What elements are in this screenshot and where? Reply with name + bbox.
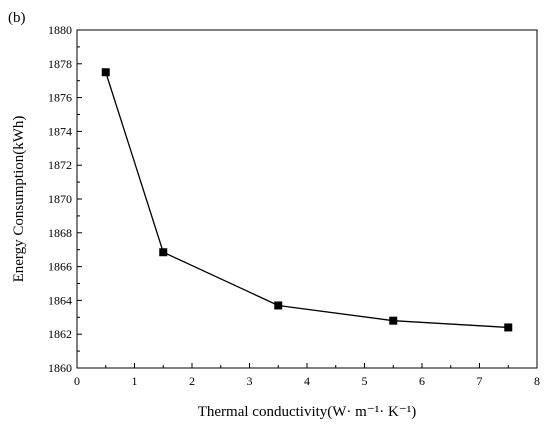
y-tick-label: 1860 <box>48 361 72 375</box>
x-tick-label: 1 <box>132 374 138 388</box>
data-point <box>389 316 398 325</box>
y-tick-label: 1868 <box>48 226 72 240</box>
panel-label: (b) <box>8 10 26 26</box>
data-point <box>159 248 168 257</box>
data-point <box>274 301 283 310</box>
y-tick-label: 1874 <box>48 124 72 138</box>
x-tick-label: 4 <box>304 374 310 388</box>
y-tick-label: 1872 <box>48 158 72 172</box>
y-tick-label: 1878 <box>48 57 72 71</box>
y-axis-title: Energy Consumption(kWh) <box>11 116 27 283</box>
x-tick-label: 3 <box>247 374 253 388</box>
x-tick-label: 8 <box>534 374 540 388</box>
y-axis: 1860 1862 1864 1866 1868 1870 1872 1874 1876 1878… <box>48 23 82 375</box>
y-tick-label: 1880 <box>48 23 72 37</box>
series-line <box>105 72 509 329</box>
x-axis: 0 1 2 3 4 5 6 7 8 <box>74 363 540 388</box>
y-tick-label: 1870 <box>48 192 72 206</box>
y-tick-label: 1876 <box>48 91 72 105</box>
y-tick-label: 1864 <box>48 293 72 307</box>
x-tick-label: 0 <box>74 374 80 388</box>
x-tick-label: 7 <box>477 374 483 388</box>
y-tick-label: 1862 <box>48 327 72 341</box>
x-axis-title: Thermal conductivity(W· m⁻¹· K⁻¹) <box>198 404 417 420</box>
data-point <box>101 68 110 77</box>
series-layer <box>101 68 513 332</box>
x-tick-label: 2 <box>189 374 195 388</box>
data-point <box>504 323 513 332</box>
x-tick-label: 6 <box>419 374 425 388</box>
x-tick-label: 5 <box>362 374 368 388</box>
y-tick-label: 1866 <box>48 260 72 274</box>
